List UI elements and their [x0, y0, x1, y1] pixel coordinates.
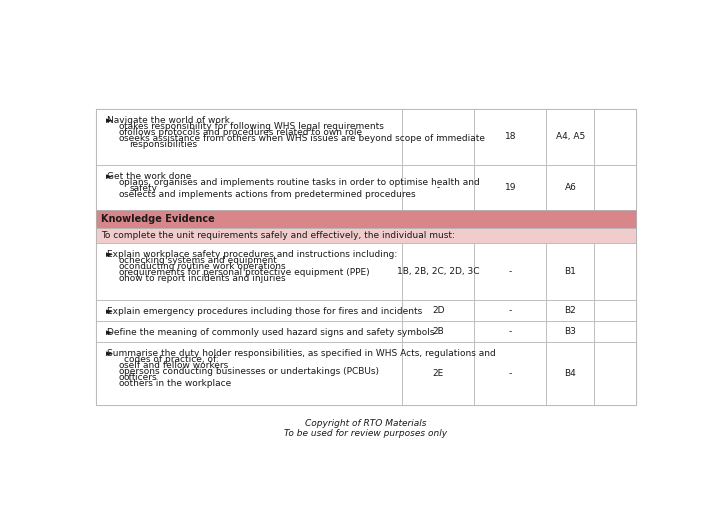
- Text: A6: A6: [565, 183, 576, 192]
- Text: conducting routine work operations: conducting routine work operations: [124, 262, 285, 271]
- Bar: [474, 109, 546, 165]
- Text: takes responsibility for following WHS legal requirements: takes responsibility for following WHS l…: [124, 122, 383, 131]
- Bar: [403, 321, 474, 342]
- Bar: [546, 243, 595, 300]
- Text: -: -: [508, 306, 512, 315]
- Text: 2D: 2D: [432, 306, 445, 315]
- Text: o: o: [118, 373, 124, 382]
- Text: o: o: [118, 134, 124, 143]
- Text: B2: B2: [565, 306, 576, 315]
- Text: -: -: [437, 132, 440, 141]
- Bar: [546, 342, 595, 405]
- Text: checking systems and equipment: checking systems and equipment: [124, 256, 276, 265]
- Bar: [96, 321, 403, 342]
- Text: 2E: 2E: [433, 369, 444, 378]
- Text: officers: officers: [124, 373, 157, 382]
- Bar: [474, 165, 546, 210]
- Text: plans, organises and implements routine tasks in order to optimise health and: plans, organises and implements routine …: [124, 178, 479, 187]
- Text: o: o: [118, 361, 124, 370]
- Bar: [474, 342, 546, 405]
- Bar: [403, 109, 474, 165]
- Text: 1B, 2B, 2C, 2D, 3C: 1B, 2B, 2C, 2D, 3C: [397, 267, 480, 276]
- Bar: [96, 210, 636, 228]
- Text: 2B: 2B: [433, 327, 444, 336]
- Text: A4, A5: A4, A5: [555, 132, 585, 141]
- Bar: [474, 321, 546, 342]
- Bar: [96, 109, 636, 405]
- Text: o: o: [118, 190, 124, 199]
- Text: Copyright of RTO Materials: Copyright of RTO Materials: [305, 419, 427, 428]
- Text: Get the work done: Get the work done: [107, 172, 191, 181]
- Text: ►: ►: [106, 116, 113, 125]
- Bar: [96, 243, 403, 300]
- Text: o: o: [118, 274, 124, 283]
- Text: Explain emergency procedures including those for fires and incidents: Explain emergency procedures including t…: [107, 308, 422, 316]
- Bar: [474, 300, 546, 321]
- Text: o: o: [118, 367, 124, 376]
- Bar: [96, 109, 403, 165]
- Bar: [546, 321, 595, 342]
- Bar: [595, 165, 636, 210]
- Text: -: -: [508, 327, 512, 336]
- Bar: [474, 243, 546, 300]
- Text: o: o: [118, 128, 124, 137]
- Text: selects and implements actions from predetermined procedures: selects and implements actions from pred…: [124, 190, 415, 199]
- Text: -: -: [508, 369, 512, 378]
- Text: o: o: [118, 178, 124, 187]
- Text: responsibilities: responsibilities: [129, 140, 197, 149]
- Text: o: o: [118, 256, 124, 265]
- Text: 18: 18: [505, 132, 516, 141]
- Text: Knowledge Evidence: Knowledge Evidence: [101, 214, 215, 224]
- Bar: [96, 165, 403, 210]
- Text: o: o: [118, 268, 124, 277]
- Text: Navigate the world of work: Navigate the world of work: [107, 116, 230, 125]
- Text: B3: B3: [565, 327, 576, 336]
- Bar: [546, 165, 595, 210]
- Bar: [546, 109, 595, 165]
- Bar: [96, 228, 636, 243]
- Bar: [403, 165, 474, 210]
- Text: follows protocols and procedures related to own role: follows protocols and procedures related…: [124, 128, 362, 137]
- Text: codes of practice, of:: codes of practice, of:: [124, 355, 218, 364]
- Text: -: -: [508, 267, 512, 276]
- Text: o: o: [118, 379, 124, 388]
- Bar: [403, 342, 474, 405]
- Text: others in the workplace: others in the workplace: [124, 379, 231, 388]
- Text: o: o: [118, 122, 124, 131]
- Text: B1: B1: [565, 267, 576, 276]
- Text: To complete the unit requirements safely and effectively, the individual must:: To complete the unit requirements safely…: [101, 231, 456, 240]
- Text: Explain workplace safety procedures and instructions including:: Explain workplace safety procedures and …: [107, 250, 397, 259]
- Bar: [595, 321, 636, 342]
- Bar: [546, 300, 595, 321]
- Bar: [595, 300, 636, 321]
- Text: ►: ►: [106, 328, 113, 337]
- Text: requirements for personal protective equipment (PPE): requirements for personal protective equ…: [124, 268, 369, 277]
- Text: Define the meaning of commonly used hazard signs and safety symbols: Define the meaning of commonly used haza…: [107, 328, 434, 337]
- Bar: [595, 342, 636, 405]
- Text: o: o: [118, 262, 124, 271]
- Text: seeks assistance from others when WHS issues are beyond scope of immediate: seeks assistance from others when WHS is…: [124, 134, 485, 143]
- Text: ►: ►: [106, 250, 113, 259]
- Bar: [403, 243, 474, 300]
- Text: self and fellow workers: self and fellow workers: [124, 361, 228, 370]
- Text: Summarise the duty holder responsibilities, as specified in WHS Acts, regulation: Summarise the duty holder responsibiliti…: [107, 349, 496, 358]
- Text: 19: 19: [505, 183, 516, 192]
- Text: ►: ►: [106, 308, 113, 316]
- Text: persons conducting businesses or undertakings (PCBUs): persons conducting businesses or underta…: [124, 367, 378, 376]
- Bar: [96, 300, 403, 321]
- Text: ►: ►: [106, 349, 113, 358]
- Text: -: -: [437, 183, 440, 192]
- Bar: [595, 243, 636, 300]
- Text: To be used for review purposes only: To be used for review purposes only: [284, 429, 448, 438]
- Bar: [595, 109, 636, 165]
- Text: ►: ►: [106, 172, 113, 181]
- Text: safety: safety: [129, 184, 157, 193]
- Bar: [96, 342, 403, 405]
- Text: B4: B4: [565, 369, 576, 378]
- Bar: [403, 300, 474, 321]
- Text: how to report incidents and injuries: how to report incidents and injuries: [124, 274, 285, 283]
